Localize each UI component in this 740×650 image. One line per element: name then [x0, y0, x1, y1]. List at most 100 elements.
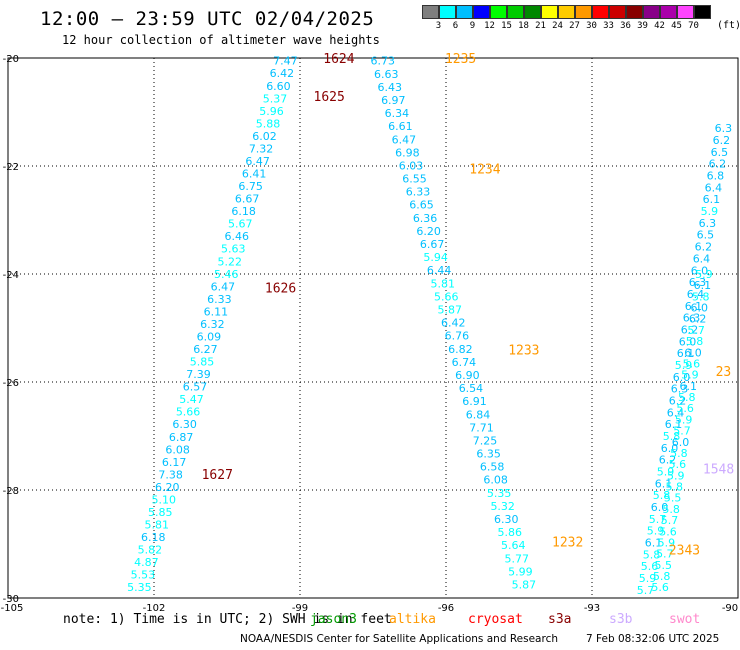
- wave-height-point: 6.2: [695, 241, 713, 254]
- legend-value: 39: [637, 21, 648, 31]
- wave-height-point: 5.7: [637, 584, 655, 597]
- wave-height-point: 6.3: [683, 312, 701, 325]
- wave-height-point: 6.61: [388, 120, 413, 133]
- wave-height-point: 6.87: [169, 431, 194, 444]
- wave-height-point: 6.3: [671, 383, 689, 396]
- wave-height-point: 6.73: [370, 55, 395, 68]
- pass-time-label: 23: [716, 365, 732, 380]
- wave-height-point: 6.18: [231, 205, 256, 218]
- wave-height-point: 5.7: [649, 513, 667, 526]
- pass-time-label: 1627: [202, 468, 233, 483]
- legend-value: 15: [501, 21, 512, 31]
- footer-note: note: 1) Time is in UTC; 2) SWH is in fe…: [63, 612, 392, 627]
- wave-height-point: 7.47: [273, 55, 298, 68]
- wave-height-point: 6.42: [270, 67, 295, 80]
- x-tick-label: -99: [292, 603, 308, 614]
- wave-height-point: 6.1: [685, 300, 703, 313]
- wave-height-point: 6.4: [705, 181, 723, 194]
- wave-height-point: 6.08: [483, 474, 508, 487]
- pass-time-label: 2343: [669, 543, 700, 558]
- wave-height-point: 5.8: [662, 503, 680, 516]
- legend-swatch: [524, 5, 541, 19]
- wave-height-point: 6.98: [395, 146, 420, 159]
- legend-value: 45: [671, 21, 682, 31]
- data-marks: 7.476.426.605.375.965.886.027.326.476.41…: [127, 52, 734, 597]
- wave-height-point: 5.9: [695, 268, 713, 281]
- wave-height-point: 6.43: [378, 81, 403, 94]
- wave-height-point: 6.5: [697, 229, 715, 242]
- legend-value: 70: [688, 21, 699, 31]
- wave-height-point: 6.41: [242, 168, 267, 181]
- wave-height-point: 5.9: [647, 525, 665, 538]
- wave-height-point: 6.3: [699, 217, 717, 230]
- color-legend: 3 6 9 12 15 18 21 24 27 30 33 36 39 42 45 70 (ft): [422, 5, 740, 31]
- wave-height-point: 5.5: [655, 559, 673, 572]
- wave-height-point: 6.33: [406, 186, 431, 199]
- wave-height-point: 5.7: [687, 324, 705, 337]
- pass-time-label: 1234: [469, 163, 500, 178]
- wave-height-point: 6.0: [673, 371, 691, 384]
- pass-time-label: 1625: [314, 90, 345, 105]
- wave-height-point: 6.03: [399, 159, 424, 172]
- wave-height-point: 5.66: [434, 290, 459, 303]
- wave-height-point: 7.32: [249, 142, 274, 155]
- wave-height-point: 5.35: [487, 487, 512, 500]
- wave-height-point: 6.2: [681, 323, 699, 336]
- wave-height-point: 6.20: [416, 225, 441, 238]
- legend-swatch: [643, 5, 660, 19]
- legend-value: 21: [535, 21, 546, 31]
- wave-height-point: 6.02: [252, 130, 277, 143]
- wave-height-point: 7.38: [158, 468, 183, 481]
- wave-height-point: 6.1: [680, 380, 698, 393]
- legend-swatch: [473, 5, 490, 19]
- wave-height-point: 5.35: [127, 581, 152, 594]
- wave-height-point: 6.2: [689, 313, 707, 326]
- wave-height-point: 5.94: [423, 251, 448, 264]
- wave-height-point: 6.20: [155, 481, 180, 494]
- wave-height-point: 7.39: [186, 368, 211, 381]
- wave-height-point: 5.88: [256, 117, 281, 130]
- legend-value: 24: [552, 21, 563, 31]
- legend-value: 36: [620, 21, 631, 31]
- wave-height-point: 5.77: [505, 552, 530, 565]
- legend-value: 18: [518, 21, 529, 31]
- wave-height-point: 6.1: [645, 537, 663, 550]
- y-tick-label: -28: [3, 486, 19, 497]
- wave-height-point: 6.97: [381, 94, 406, 107]
- wave-height-point: 6.2: [713, 134, 731, 147]
- wave-height-point: 6.32: [200, 318, 225, 331]
- y-tick-label: -24: [3, 270, 19, 281]
- axes: -105 -102 -99 -96 -93 -90 -20 -22 -24 -26 -28 -30: [1, 54, 739, 614]
- legend-swatch: [422, 5, 439, 19]
- legend-labels: 3 6 9 12 15 18 21 24 27 30 33 36 39 42 45 70: [422, 21, 711, 31]
- wave-height-point: 5.85: [190, 356, 215, 369]
- wave-height-point: 6.67: [235, 193, 260, 206]
- wave-height-point: 5.6: [683, 357, 701, 370]
- wave-height-point: 5.87: [438, 304, 463, 317]
- pass-time-label: 1548: [703, 462, 734, 477]
- credit-line: NOAA/NESDIS Center for Satellite Applica…: [240, 633, 558, 645]
- wave-height-point: 5.7: [661, 514, 679, 527]
- wave-height-point: 6.34: [385, 107, 410, 120]
- satellite-label-s3b: s3b: [609, 612, 633, 627]
- wave-height-point: 6.30: [494, 513, 519, 526]
- wave-height-point: 5.7: [656, 548, 674, 561]
- wave-height-point: 6.46: [224, 230, 249, 243]
- wave-height-point: 5.8: [692, 290, 710, 303]
- legend-value: 6: [452, 21, 459, 31]
- legend-value: 27: [569, 21, 580, 31]
- wave-height-point: 6.57: [183, 381, 208, 394]
- wave-height-point: 5.8: [670, 447, 688, 460]
- wave-height-point: 5.81: [430, 277, 455, 290]
- wave-height-point: 5.9: [701, 205, 719, 218]
- wave-height-point: 6.18: [141, 531, 166, 544]
- wave-height-point: 6.4: [667, 406, 685, 419]
- wave-height-point: 5.9: [658, 536, 676, 549]
- wave-height-point: 5.47: [179, 393, 204, 406]
- wave-height-point: 6.76: [445, 330, 470, 343]
- wave-height-point: 5.86: [498, 526, 523, 539]
- legend-value: 33: [603, 21, 614, 31]
- wave-height-point: 5.6: [651, 581, 669, 594]
- wave-height-point: 6.1: [694, 279, 712, 292]
